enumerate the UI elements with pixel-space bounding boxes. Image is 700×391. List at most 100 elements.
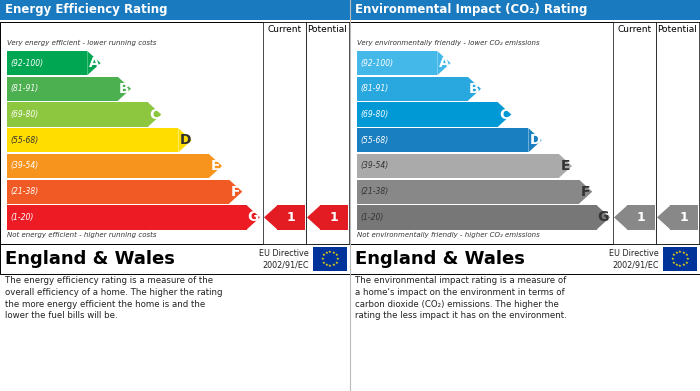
Bar (0, 244, 350, 274)
Text: (69-80): (69-80) (10, 110, 38, 119)
Bar (7, 154, 209, 178)
Bar (663, 247, 697, 271)
Text: 1: 1 (287, 211, 295, 224)
Text: A: A (89, 56, 99, 70)
Bar (350, 244, 700, 274)
Text: ★: ★ (328, 250, 332, 254)
Bar (263, 22, 306, 244)
Text: (1-20): (1-20) (10, 213, 34, 222)
Text: 1: 1 (680, 211, 689, 224)
Text: ★: ★ (682, 251, 685, 255)
Text: (1-20): (1-20) (360, 213, 384, 222)
Text: F: F (231, 185, 240, 199)
Polygon shape (229, 179, 242, 204)
Text: ★: ★ (335, 260, 338, 265)
Text: ★: ★ (322, 253, 326, 257)
Polygon shape (498, 102, 511, 127)
Bar (321, 205, 348, 230)
Polygon shape (264, 205, 277, 230)
Text: C: C (500, 108, 510, 122)
Text: ★: ★ (328, 264, 332, 268)
Text: A: A (439, 56, 449, 70)
Polygon shape (657, 205, 671, 230)
Bar (7, 179, 229, 204)
Polygon shape (178, 128, 192, 152)
Polygon shape (118, 77, 131, 101)
Text: Very energy efficient - lower running costs: Very energy efficient - lower running co… (7, 40, 156, 46)
Bar (313, 247, 347, 271)
Polygon shape (579, 179, 592, 204)
Bar (350, 22, 700, 244)
Polygon shape (307, 205, 321, 230)
Text: Current: Current (267, 25, 302, 34)
Polygon shape (438, 51, 451, 75)
Text: ★: ★ (332, 263, 335, 267)
Bar (357, 51, 438, 75)
Polygon shape (559, 154, 572, 178)
Text: B: B (119, 82, 130, 96)
Bar (357, 128, 528, 152)
Text: Energy Efficiency Rating: Energy Efficiency Rating (5, 4, 167, 16)
Text: (81-91): (81-91) (10, 84, 38, 93)
Text: (21-38): (21-38) (360, 187, 389, 196)
Bar (627, 205, 655, 230)
Text: ★: ★ (325, 251, 328, 255)
Text: ★: ★ (685, 253, 688, 257)
Text: Not energy efficient - higher running costs: Not energy efficient - higher running co… (7, 232, 157, 238)
Polygon shape (209, 154, 222, 178)
Polygon shape (596, 205, 610, 230)
Bar (357, 77, 468, 101)
Text: ★: ★ (675, 263, 678, 267)
Polygon shape (614, 205, 627, 230)
Polygon shape (148, 102, 161, 127)
Text: ★: ★ (678, 264, 682, 268)
Bar (0, 0, 350, 20)
Bar (357, 102, 498, 127)
Text: B: B (469, 82, 480, 96)
Polygon shape (468, 77, 481, 101)
Text: D: D (529, 133, 541, 147)
Text: England & Wales: England & Wales (355, 250, 525, 268)
Text: 1: 1 (637, 211, 645, 224)
Text: (92-100): (92-100) (10, 59, 43, 68)
Text: ★: ★ (325, 263, 328, 267)
Text: ★: ★ (671, 257, 675, 261)
Bar (613, 22, 656, 244)
Text: G: G (248, 210, 259, 224)
Bar (357, 154, 559, 178)
Bar (0, 22, 350, 244)
Polygon shape (88, 51, 101, 75)
Polygon shape (246, 205, 260, 230)
Text: (81-91): (81-91) (360, 84, 389, 93)
Text: 1: 1 (330, 211, 339, 224)
Text: (21-38): (21-38) (10, 187, 38, 196)
Text: ★: ★ (672, 260, 676, 265)
Text: Environmental Impact (CO₂) Rating: Environmental Impact (CO₂) Rating (355, 4, 587, 16)
Text: (39-54): (39-54) (10, 161, 38, 170)
Text: (55-68): (55-68) (360, 136, 389, 145)
Text: ★: ★ (685, 260, 688, 265)
Text: D: D (179, 133, 191, 147)
Bar (671, 205, 698, 230)
Bar (7, 77, 118, 101)
Text: F: F (581, 185, 590, 199)
Bar (7, 128, 178, 152)
Text: ★: ★ (322, 260, 326, 265)
Bar (350, 0, 700, 20)
Polygon shape (528, 128, 542, 152)
Text: The environmental impact rating is a measure of
a home's impact on the environme: The environmental impact rating is a mea… (355, 276, 567, 320)
Bar (357, 205, 596, 230)
Bar (656, 22, 699, 244)
Text: (55-68): (55-68) (10, 136, 38, 145)
Bar (306, 22, 349, 244)
Text: ★: ★ (335, 257, 339, 261)
Text: E: E (561, 159, 570, 173)
Text: ★: ★ (335, 253, 338, 257)
Text: Not environmentally friendly - higher CO₂ emissions: Not environmentally friendly - higher CO… (357, 232, 540, 238)
Text: ★: ★ (682, 263, 685, 267)
Bar (7, 205, 246, 230)
Text: C: C (150, 108, 160, 122)
Text: Current: Current (617, 25, 652, 34)
Bar (7, 51, 88, 75)
Text: Very environmentally friendly - lower CO₂ emissions: Very environmentally friendly - lower CO… (357, 40, 540, 46)
